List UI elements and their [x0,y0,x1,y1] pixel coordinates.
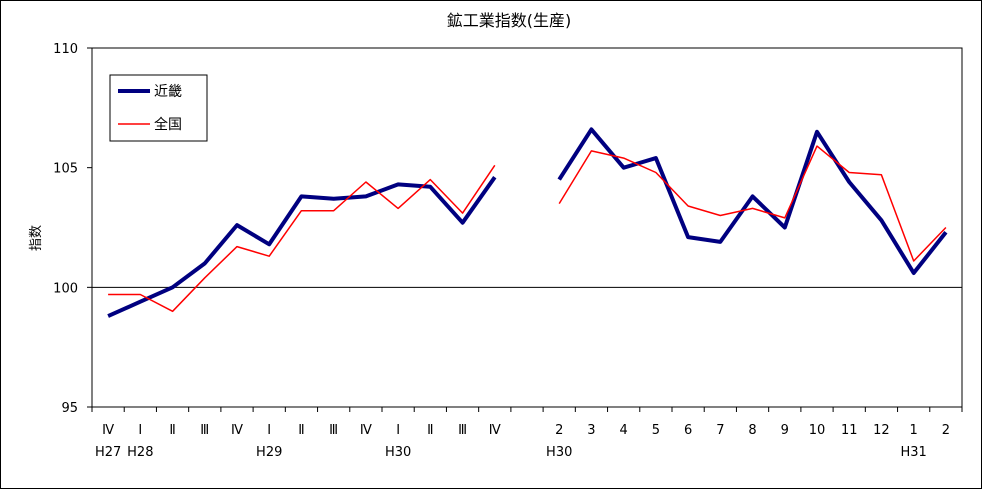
x-tick-label: Ⅱ [427,423,433,438]
x-tick-label: 4 [620,423,628,438]
chart-title: 鉱工業指数(生産) [447,11,572,30]
x-tick-label: Ⅰ [267,423,271,438]
series-line-zenkoku [558,145,947,262]
x-tick-label: Ⅲ [200,423,209,438]
x-tick-label: 5 [652,423,660,438]
x-period-label: H31 [901,445,927,460]
x-tick-label: 11 [841,423,858,438]
x-tick-label: 2 [555,423,563,438]
series-line-kinki [557,127,948,275]
x-tick-label: Ⅲ [329,423,338,438]
x-tick-label: Ⅱ [169,423,175,438]
x-tick-label: 1 [910,423,918,438]
x-tick-label: 3 [587,423,595,438]
x-tick-label: 10 [809,423,826,438]
legend: 近畿 全国 [109,74,208,142]
x-tick-label: Ⅲ [458,423,467,438]
x-period-label: H30 [385,445,411,460]
x-tick-label: Ⅳ [231,423,243,438]
x-tick-label: Ⅳ [489,423,501,438]
x-tick-label: Ⅰ [396,423,400,438]
y-axis-label: 指数 [29,225,44,251]
y-tick-label: 105 [53,162,78,177]
x-tick-label: 9 [781,423,789,438]
x-tick-label: 8 [748,423,756,438]
series-lines [107,127,948,318]
x-period-label: H27 [95,445,121,460]
x-tick-label: Ⅰ [138,423,142,438]
x-tick-label: 2 [942,423,950,438]
x-period-label: H30 [546,445,572,460]
y-tick-label: 110 [53,42,78,57]
x-period-label: H29 [256,445,282,460]
y-tick-label: 100 [53,281,78,296]
legend-label-zenkoku: 全国 [154,116,182,133]
x-tick-label: 6 [684,423,692,438]
y-ticks: 95 100 105 110 [53,42,92,416]
plot-area [91,47,963,408]
series-line-kinki [107,176,497,318]
x-tick-label: Ⅱ [298,423,304,438]
x-period-label: H28 [127,445,153,460]
legend-label-kinki: 近畿 [154,84,182,100]
x-tick-label: Ⅳ [360,423,372,438]
x-tick-label: Ⅳ [102,423,114,438]
series-line-zenkoku [108,164,496,313]
legend-box [109,74,208,142]
x-tick-label: 7 [716,423,724,438]
y-tick-label: 95 [61,401,78,416]
x-tick-label: 12 [873,423,890,438]
